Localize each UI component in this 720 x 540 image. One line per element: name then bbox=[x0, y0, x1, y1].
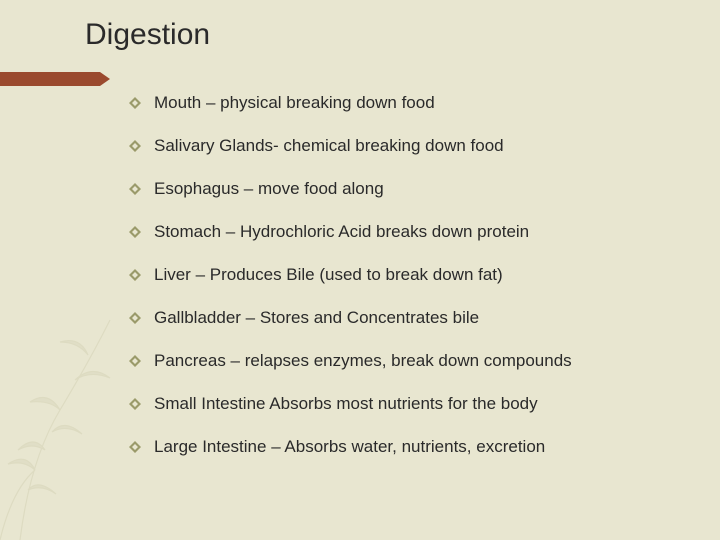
list-item: Salivary Glands- chemical breaking down … bbox=[128, 135, 690, 158]
bullet-text: Pancreas – relapses enzymes, break down … bbox=[154, 350, 572, 373]
list-item: Gallbladder – Stores and Concentrates bi… bbox=[128, 307, 690, 330]
list-item: Liver – Produces Bile (used to break dow… bbox=[128, 264, 690, 287]
list-item: Small Intestine Absorbs most nutrients f… bbox=[128, 393, 690, 416]
diamond-bullet-icon bbox=[128, 397, 142, 411]
diamond-bullet-icon bbox=[128, 96, 142, 110]
diamond-bullet-icon bbox=[128, 182, 142, 196]
list-item: Stomach – Hydrochloric Acid breaks down … bbox=[128, 221, 690, 244]
accent-bar bbox=[0, 72, 100, 86]
accent-bar-tip bbox=[100, 72, 110, 86]
bullet-text: Stomach – Hydrochloric Acid breaks down … bbox=[154, 221, 529, 244]
slide-container: Digestion Mouth – physical breaking down… bbox=[0, 0, 720, 540]
bullet-text: Liver – Produces Bile (used to break dow… bbox=[154, 264, 503, 287]
slide-title: Digestion bbox=[85, 18, 690, 52]
list-item: Pancreas – relapses enzymes, break down … bbox=[128, 350, 690, 373]
bullet-text: Small Intestine Absorbs most nutrients f… bbox=[154, 393, 538, 416]
diamond-bullet-icon bbox=[128, 440, 142, 454]
diamond-bullet-icon bbox=[128, 311, 142, 325]
bullet-text: Gallbladder – Stores and Concentrates bi… bbox=[154, 307, 479, 330]
diamond-bullet-icon bbox=[128, 139, 142, 153]
diamond-bullet-icon bbox=[128, 225, 142, 239]
diamond-bullet-icon bbox=[128, 268, 142, 282]
list-item: Mouth – physical breaking down food bbox=[128, 92, 690, 115]
bullet-text: Esophagus – move food along bbox=[154, 178, 384, 201]
bullet-text: Salivary Glands- chemical breaking down … bbox=[154, 135, 504, 158]
bullet-list: Mouth – physical breaking down food Sali… bbox=[128, 92, 690, 458]
diamond-bullet-icon bbox=[128, 354, 142, 368]
list-item: Large Intestine – Absorbs water, nutrien… bbox=[128, 436, 690, 459]
list-item: Esophagus – move food along bbox=[128, 178, 690, 201]
bullet-text: Mouth – physical breaking down food bbox=[154, 92, 435, 115]
bullet-text: Large Intestine – Absorbs water, nutrien… bbox=[154, 436, 545, 459]
